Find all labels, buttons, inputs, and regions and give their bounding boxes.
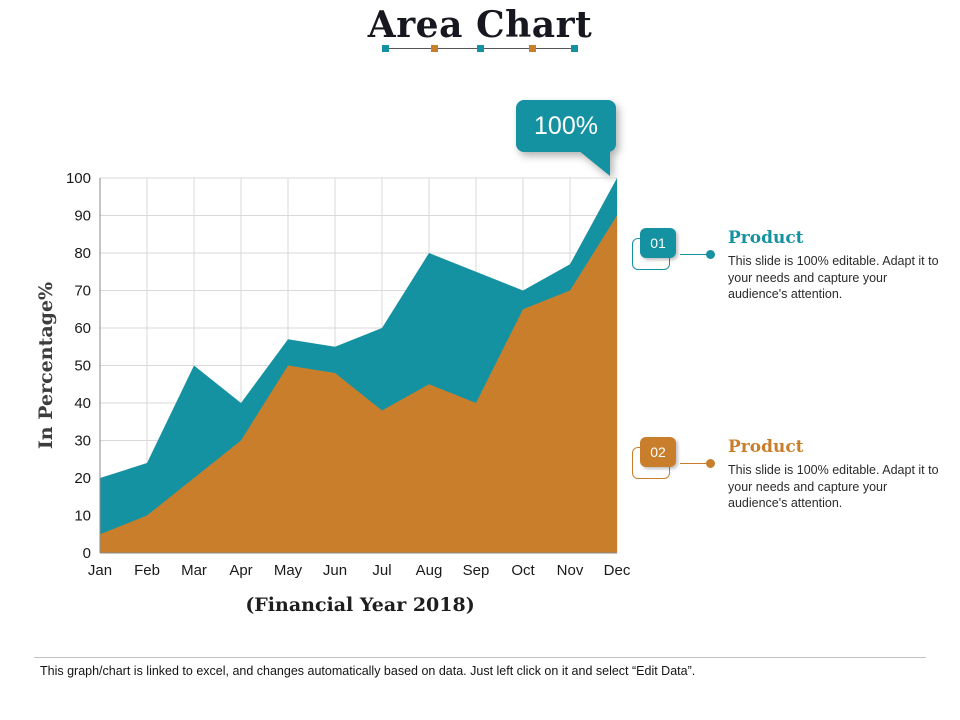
- svg-text:40: 40: [74, 395, 91, 412]
- svg-text:Jan: Jan: [88, 562, 112, 579]
- peak-callout-label: 100%: [516, 100, 616, 152]
- footer-note: This graph/chart is linked to excel, and…: [40, 664, 696, 678]
- peak-callout: 100%: [516, 100, 616, 176]
- svg-text:May: May: [274, 562, 303, 579]
- svg-text:80: 80: [74, 245, 91, 262]
- svg-text:Oct: Oct: [511, 562, 535, 579]
- svg-text:Mar: Mar: [181, 562, 207, 579]
- svg-text:Feb: Feb: [134, 562, 160, 579]
- svg-text:30: 30: [74, 433, 91, 450]
- svg-text:Sep: Sep: [463, 562, 490, 579]
- svg-text:Aug: Aug: [416, 562, 443, 579]
- svg-text:Jun: Jun: [323, 562, 347, 579]
- chart-caption: (Financial Year 2018): [245, 594, 475, 616]
- product-01-description: This slide is 100% editable. Adapt it to…: [728, 254, 939, 301]
- svg-text:20: 20: [74, 470, 91, 487]
- connector-line: [680, 463, 708, 464]
- product-01-title: Product: [728, 228, 804, 248]
- product-02-title: Product: [728, 437, 804, 457]
- connector-dot-icon: [706, 250, 715, 259]
- page-title: Area Chart: [367, 4, 593, 46]
- area-chart[interactable]: 0 10 20 30 40 50 60 70 80 90 100 Jan Feb Mar Apr May Jun…: [30, 160, 650, 605]
- svg-text:10: 10: [74, 508, 91, 525]
- svg-text:In Percentage%: In Percentage%: [35, 282, 57, 449]
- svg-text:100: 100: [66, 170, 91, 187]
- svg-text:60: 60: [74, 320, 91, 337]
- svg-text:0: 0: [83, 545, 91, 562]
- svg-text:90: 90: [74, 208, 91, 225]
- svg-text:Dec: Dec: [604, 562, 631, 579]
- connector-line: [680, 254, 708, 255]
- product-02-description: This slide is 100% editable. Adapt it to…: [728, 463, 939, 510]
- connector-dot-icon: [706, 459, 715, 468]
- svg-text:50: 50: [74, 358, 91, 375]
- svg-text:70: 70: [74, 283, 91, 300]
- footer-divider: [34, 657, 926, 658]
- divider-square-icon: [571, 45, 578, 52]
- svg-text:Jul: Jul: [372, 562, 391, 579]
- divider-square-icon: [477, 45, 484, 52]
- divider-square-icon: [529, 45, 536, 52]
- product-02-badge: 02: [640, 437, 676, 467]
- divider-square-icon: [431, 45, 438, 52]
- title-divider: [382, 45, 578, 52]
- divider-square-icon: [382, 45, 389, 52]
- product-01-badge: 01: [640, 228, 676, 258]
- svg-text:Apr: Apr: [229, 562, 252, 579]
- svg-text:Nov: Nov: [557, 562, 584, 579]
